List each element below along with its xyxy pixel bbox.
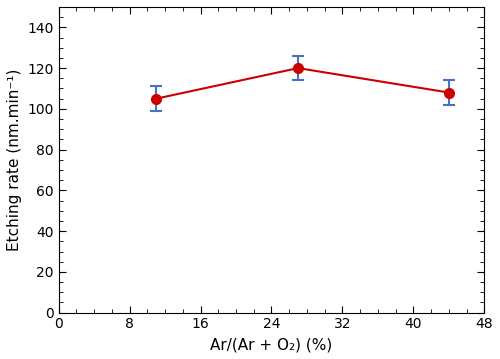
X-axis label: Ar/(Ar + O₂) (%): Ar/(Ar + O₂) (%) [210,337,332,352]
Y-axis label: Etching rate (nm.min⁻¹): Etching rate (nm.min⁻¹) [7,69,22,251]
